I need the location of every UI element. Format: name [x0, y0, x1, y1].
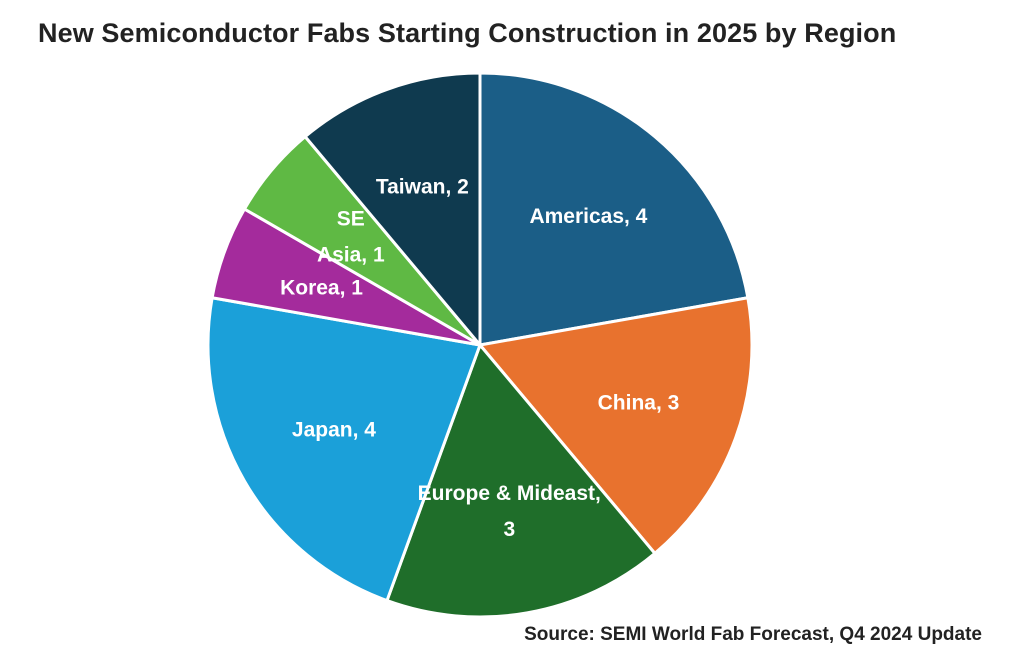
data-label-line: 3	[503, 518, 515, 541]
data-label-china: China, 3	[598, 392, 680, 415]
pie-slice-europe-and-mideast	[385, 342, 657, 619]
data-label-line: Europe & Mideast,	[418, 482, 601, 505]
pie-slices	[206, 71, 754, 619]
data-label-se-asia: SE Asia, 1	[317, 208, 385, 267]
pie-slice-china	[477, 296, 754, 556]
data-label-line: Japan, 4	[292, 418, 376, 441]
pie-slice-americas	[478, 71, 750, 347]
data-label-line: SE	[337, 208, 365, 231]
pie-slice-japan	[206, 296, 483, 603]
data-label-line: Americas, 4	[529, 205, 647, 228]
data-label-korea: Korea, 1	[280, 276, 363, 299]
data-label-line: Korea, 1	[280, 276, 363, 299]
chart-title: New Semiconductor Fabs Starting Construc…	[38, 18, 897, 48]
pie-data-labels: Americas, 4 China, 3 Europe & Mideast, 3 Jap…	[280, 176, 679, 542]
data-label-taiwan: Taiwan, 2	[376, 176, 469, 199]
data-label-europe-and-mideast: Europe & Mideast, 3	[418, 482, 601, 541]
pie-slice-taiwan	[303, 71, 482, 350]
data-label-japan: Japan, 4	[292, 418, 376, 441]
data-label-americas: Americas, 4	[529, 205, 647, 228]
chart-source-note: Source: SEMI World Fab Forecast, Q4 2024…	[524, 624, 982, 645]
data-label-line: Asia, 1	[317, 244, 385, 267]
data-label-line: China, 3	[598, 392, 680, 415]
data-label-line: Taiwan, 2	[376, 176, 469, 199]
